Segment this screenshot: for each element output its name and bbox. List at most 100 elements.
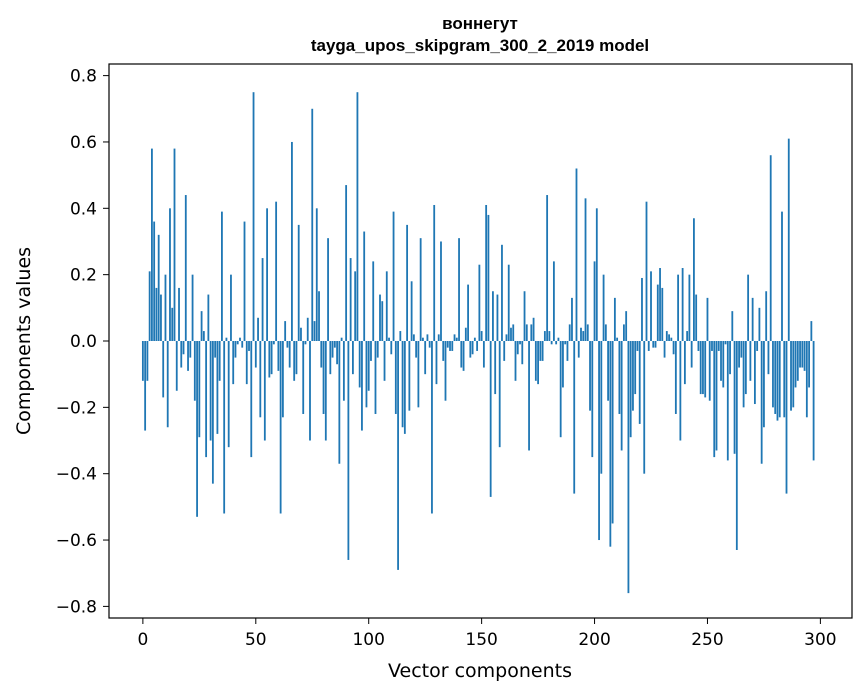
bar [193,341,196,401]
bar [772,341,774,408]
bar [148,271,151,341]
bar [151,148,153,341]
bar [767,341,770,375]
bar [735,341,738,550]
y-tick-label: 0.8 [70,67,97,87]
bar [254,341,257,368]
bar [765,291,768,341]
bar [713,341,716,458]
bar [372,261,375,341]
bar [557,337,560,341]
bar [634,341,637,395]
bar [787,138,790,341]
bar [480,331,483,341]
bar [146,341,149,381]
bar [313,321,316,341]
x-axis-ticks: 0 50 100 150 200 250 300 [137,618,837,650]
bar [731,311,734,341]
bar [555,341,558,345]
bar [236,341,239,345]
bar [661,287,664,341]
bar [462,341,465,371]
bar [790,341,792,411]
bar [473,337,476,341]
bar [234,341,237,358]
bar [602,274,605,341]
bar [293,341,296,381]
bar [166,341,169,428]
bar [302,341,305,414]
bar [537,341,539,385]
bar [758,307,761,341]
bar [424,341,427,375]
bar [435,341,438,385]
bar [367,341,370,391]
y-tick-label: 0.0 [70,332,97,352]
bar [803,341,806,371]
x-tick-label: 50 [245,630,267,650]
bar [451,341,454,351]
bar [442,341,445,361]
bar [708,341,711,401]
bar [607,341,609,401]
bar [374,341,377,414]
bar [263,341,266,441]
bar [688,274,691,341]
bar [690,341,693,368]
x-axis-label: Vector components [388,660,572,682]
bar [216,341,219,434]
bar [532,317,535,341]
bar [281,341,284,418]
bar [571,297,573,341]
bar [670,337,673,341]
bar [171,307,174,341]
bars-group [141,92,815,594]
bar [162,341,165,398]
bar [320,341,323,368]
bar [415,341,418,358]
bar [245,341,248,385]
bar [198,341,201,438]
bar [659,268,661,341]
bar [419,238,422,341]
bar [677,274,680,341]
bar [629,341,632,438]
bar [155,287,158,341]
bar [487,214,490,341]
bar [160,294,162,341]
bar [277,341,280,371]
bar [394,341,397,414]
bar [370,341,372,361]
bar [342,341,345,401]
bar [347,341,350,560]
bar [453,334,456,341]
y-tick-label: 0.2 [70,266,97,286]
bar [753,341,756,405]
bar [458,238,460,341]
bar [496,294,499,341]
bar [205,341,208,458]
bar [668,334,670,341]
bar [573,341,576,494]
bar [699,341,702,395]
bar [805,341,808,418]
bar [322,341,325,414]
bar [141,341,144,381]
bar [783,341,786,418]
bar [329,341,332,375]
bar [169,208,171,341]
bar [550,341,553,345]
bar [433,204,436,341]
chart-title: воннегут [442,14,518,33]
bar [164,274,167,341]
bar [510,327,512,341]
bar [266,208,268,341]
bar [722,341,725,388]
bar [252,92,255,341]
bar [717,341,720,351]
bar [577,341,580,358]
bar [221,211,223,341]
bar [241,341,244,348]
bar [232,341,235,385]
bar [769,155,772,341]
